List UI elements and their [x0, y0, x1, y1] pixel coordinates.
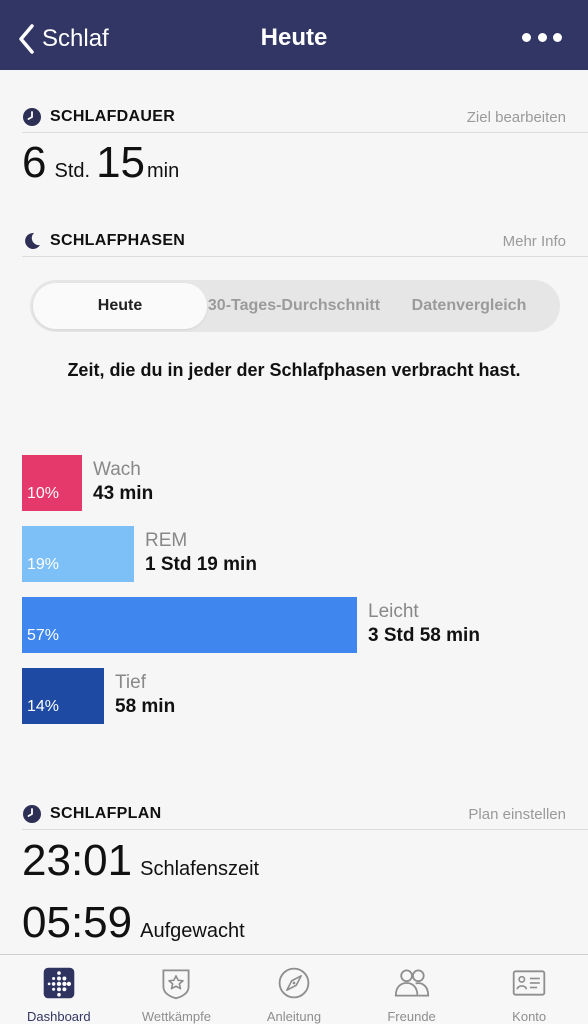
- back-button[interactable]: Schlaf: [16, 22, 109, 56]
- section-title: SCHLAFDAUER: [50, 108, 176, 125]
- stage-time: 43 min: [93, 483, 154, 504]
- bedtime-row: 23:01 Schlafenszeit: [22, 836, 259, 886]
- account-card-icon: [512, 970, 546, 996]
- bottom-tab-bar: Dashboard Wettkämpfe Anleitung Freunde: [0, 954, 588, 1024]
- tab-friends[interactable]: Freunde: [353, 955, 471, 1024]
- duration-minutes: 15: [96, 138, 146, 187]
- compass-icon: [278, 967, 310, 999]
- tab-guidance[interactable]: Anleitung: [235, 955, 353, 1024]
- stage-time: 1 Std 19 min: [145, 554, 257, 575]
- tab-label: Wettkämpfe: [141, 1009, 211, 1024]
- stage-row: 10% Wach 43 min: [22, 455, 282, 511]
- clock-icon: [22, 804, 42, 824]
- stage-bar: 57%: [22, 597, 357, 653]
- stage-percent: 19%: [27, 556, 60, 573]
- duration-hours-unit: Std.: [54, 160, 91, 182]
- stage-time: 58 min: [115, 696, 176, 717]
- phases-caption: Zeit, die du in jeder der Schlafphasen v…: [67, 360, 521, 380]
- bedtime-label: Schlafenszeit: [140, 858, 260, 880]
- tab-label: Freunde: [387, 1009, 436, 1024]
- wake-value: 05:59: [22, 898, 133, 947]
- sleep-duration-header: SCHLAFDAUER Ziel bearbeiten: [22, 102, 566, 132]
- stage-percent: 57%: [27, 627, 60, 644]
- divider: [22, 829, 588, 830]
- stage-bar: 19%: [22, 526, 134, 582]
- phases-segmented-control: Heute 30-Tages-Durchschnitt Datenverglei…: [30, 280, 560, 332]
- tab-label: Anleitung: [266, 1009, 322, 1024]
- challenges-badge-icon: [162, 969, 190, 1000]
- stage-row: 19% REM 1 Std 19 min: [22, 526, 334, 582]
- chevron-left-icon: [19, 24, 34, 54]
- tab-challenges[interactable]: Wettkämpfe: [118, 955, 236, 1024]
- tab-label: Dashboard: [26, 1009, 91, 1024]
- wake-row: 05:59 Aufgewacht: [22, 898, 245, 948]
- section-title: SCHLAFPLAN: [50, 805, 162, 822]
- tab-dashboard[interactable]: Dashboard: [0, 955, 118, 1024]
- friends-icon: [394, 969, 429, 997]
- more-options-icon[interactable]: [522, 30, 562, 44]
- back-label: Schlaf: [42, 25, 109, 52]
- edit-goal-link[interactable]: Ziel bearbeiten: [466, 108, 566, 126]
- section-title: SCHLAFPHASEN: [50, 232, 186, 249]
- divider: [22, 132, 588, 133]
- wake-label: Aufgewacht: [140, 920, 245, 942]
- tab-today[interactable]: Heute: [33, 283, 207, 329]
- stage-name: Wach: [93, 459, 141, 480]
- sleep-duration-value: 6 Std. 15 min: [22, 138, 180, 187]
- stage-time: 3 Std 58 min: [368, 625, 480, 646]
- tab-label: Konto: [512, 1009, 547, 1024]
- divider: [22, 256, 588, 257]
- stage-percent: 14%: [27, 698, 60, 715]
- tab-benchmark[interactable]: Datenvergleich: [411, 297, 527, 314]
- sleep-schedule-header: SCHLAFPLAN Plan einstellen: [22, 799, 566, 829]
- stage-row: 14% Tief 58 min: [22, 668, 304, 724]
- stage-bar: 14%: [22, 668, 104, 724]
- set-schedule-link[interactable]: Plan einstellen: [468, 805, 566, 823]
- stage-bar: 10%: [22, 455, 82, 511]
- stage-name: Tief: [115, 672, 146, 693]
- navigation-bar: Schlaf Heute: [0, 0, 588, 70]
- page-title: Heute: [260, 24, 328, 51]
- clock-icon: [22, 107, 42, 127]
- moon-icon: [22, 231, 42, 251]
- duration-minutes-unit: min: [147, 160, 180, 182]
- stage-row: 57% Leicht 3 Std 58 min: [22, 597, 557, 653]
- sleep-phases-header: SCHLAFPHASEN Mehr Info: [22, 226, 566, 256]
- tab-account[interactable]: Konto: [470, 955, 588, 1024]
- stage-percent: 10%: [27, 485, 60, 502]
- stage-name: Leicht: [368, 601, 419, 622]
- more-info-link[interactable]: Mehr Info: [502, 232, 566, 250]
- bedtime-value: 23:01: [22, 836, 133, 885]
- dashboard-icon: [43, 967, 75, 999]
- tab-30-day-average[interactable]: 30-Tages-Durchschnitt: [207, 297, 381, 314]
- duration-hours: 6: [22, 138, 47, 187]
- stage-name: REM: [145, 530, 188, 551]
